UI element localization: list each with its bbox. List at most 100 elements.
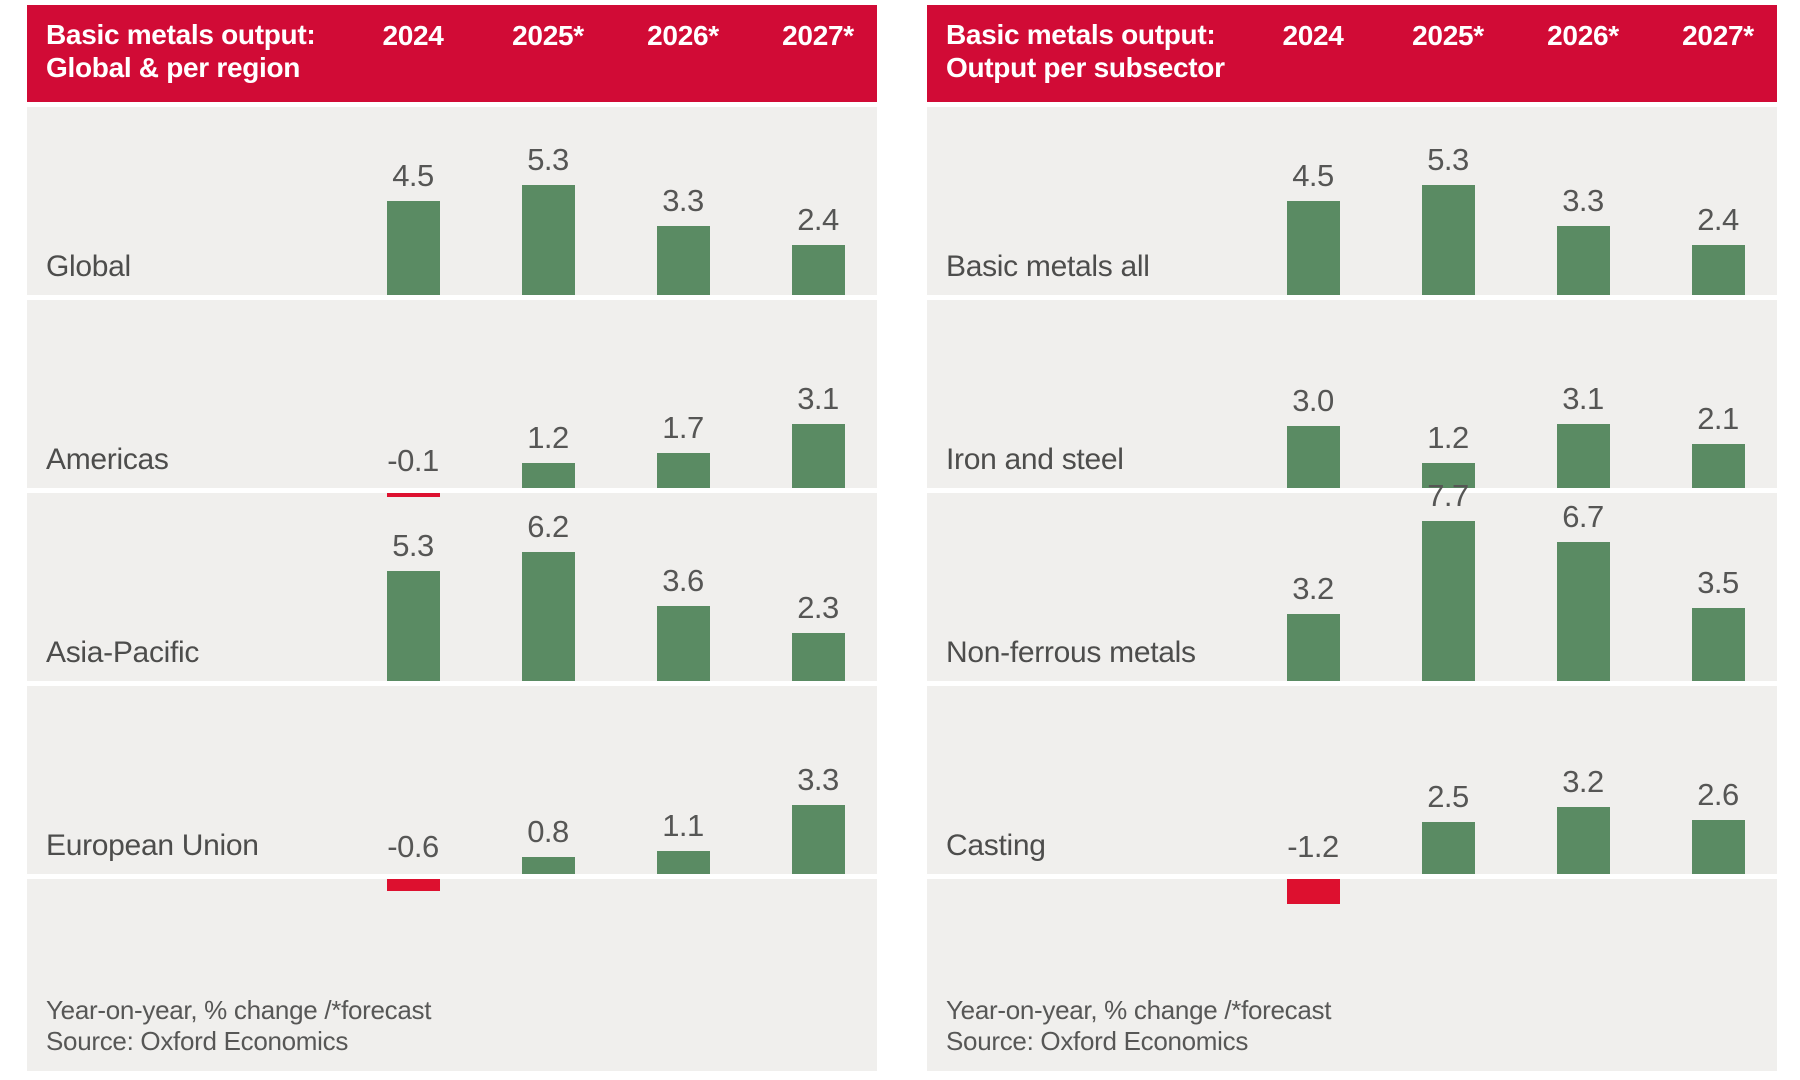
value-label: 2.4 (797, 202, 839, 237)
panel-footer: Year-on-year, % change /*forecast Source… (27, 879, 877, 1071)
row-band: Non-ferrous metals 3.2 7.7 6.7 3.5 (927, 478, 1777, 681)
value-label: 0.8 (527, 814, 569, 849)
positive-bar (521, 552, 575, 681)
value-label: 3.2 (1562, 764, 1604, 799)
row-band: Americas -0.1 1.2 1.7 3.1 (27, 300, 877, 497)
negative-bar (1286, 879, 1340, 904)
positive-bar (791, 424, 845, 488)
positive-bar (1691, 245, 1745, 295)
positive-bar (1421, 185, 1475, 295)
value-label: 1.2 (1427, 420, 1469, 455)
positive-bar (1421, 521, 1475, 681)
panel-title-line2: Output per subsector (946, 52, 1225, 83)
row-band: Basic metals all 4.5 5.3 3.3 2.4 (927, 107, 1777, 295)
panel-footer: Year-on-year, % change /*forecast Source… (927, 879, 1777, 1071)
row-band: European Union -0.6 0.8 1.1 3.3 (27, 686, 877, 891)
value-label: -0.1 (387, 443, 439, 478)
year-column-header-2024: 2024 (1282, 20, 1344, 51)
value-label: -1.2 (1287, 829, 1339, 864)
value-label: 2.4 (1697, 202, 1739, 237)
value-label: 2.1 (1697, 401, 1739, 436)
row-band: Casting -1.2 2.5 3.2 2.6 (927, 686, 1777, 904)
positive-bar (1556, 226, 1610, 295)
positive-bar (1691, 444, 1745, 488)
value-label: 4.5 (392, 158, 434, 193)
chart-panel-output-per-subsector: Basic metals all 4.5 5.3 3.3 2.4 Iron and ste… (927, 5, 1777, 1071)
value-label: 3.5 (1697, 565, 1739, 600)
panel-header: Basic metals output: Output per subsecto… (927, 5, 1777, 102)
footnote-source: Source: Oxford Economics (46, 1026, 349, 1056)
panel-body: Basic metals all 4.5 5.3 3.3 2.4 Iron and ste… (927, 5, 1777, 1071)
footnote-source: Source: Oxford Economics (946, 1026, 1249, 1056)
value-label: 4.5 (1292, 158, 1334, 193)
year-column-header-2025: 2025* (512, 20, 584, 51)
positive-bar (521, 857, 575, 874)
value-label: 2.6 (1697, 777, 1739, 812)
footnote-block: Year-on-year, % change /*forecast Source… (46, 995, 431, 1057)
value-label: 2.3 (797, 590, 839, 625)
year-column-header-2024: 2024 (382, 20, 444, 51)
positive-bar (656, 453, 710, 488)
positive-bar (656, 606, 710, 681)
negative-bar (386, 879, 440, 891)
positive-bar (1286, 201, 1340, 295)
chart-panel-global-per-region: Global 4.5 5.3 3.3 2.4 Americas -0.1 1.2 1.7 3.1 A… (27, 5, 877, 1071)
panel-title: Basic metals output: Output per subsecto… (946, 18, 1225, 84)
row-band: Asia-Pacific 5.3 6.2 3.6 2.3 (27, 493, 877, 681)
negative-bar (386, 493, 440, 497)
positive-bar (656, 851, 710, 874)
row-label: Non-ferrous metals (946, 636, 1196, 669)
row-label: Global (46, 250, 131, 283)
value-label: 3.3 (662, 183, 704, 218)
year-column-header-2027: 2027* (1682, 20, 1754, 51)
positive-bar (791, 245, 845, 295)
year-column-header-2025: 2025* (1412, 20, 1484, 51)
value-label: 3.1 (797, 381, 839, 416)
row-label: Iron and steel (946, 443, 1124, 476)
positive-bar (1556, 542, 1610, 681)
footnote-block: Year-on-year, % change /*forecast Source… (946, 995, 1331, 1057)
value-label: 6.2 (527, 509, 569, 544)
positive-bar (386, 201, 440, 295)
positive-bar (791, 633, 845, 681)
row-label: Americas (46, 443, 169, 476)
positive-bar (656, 226, 710, 295)
value-label: 1.2 (527, 420, 569, 455)
row-band: Global 4.5 5.3 3.3 2.4 (27, 107, 877, 295)
year-column-header-2026: 2026* (1547, 20, 1619, 51)
panel-title-line1: Basic metals output: (46, 19, 316, 50)
positive-bar (791, 805, 845, 874)
value-label: 5.3 (1427, 142, 1469, 177)
value-label: 3.1 (1562, 381, 1604, 416)
positive-bar (1286, 426, 1340, 488)
row-label: Asia-Pacific (46, 636, 200, 669)
year-column-header-2027: 2027* (782, 20, 854, 51)
value-label: 6.7 (1562, 499, 1604, 534)
positive-bar (1421, 822, 1475, 874)
panel-header: Basic metals output: Global & per region… (27, 5, 877, 102)
value-label: 3.3 (1562, 183, 1604, 218)
positive-bar (521, 463, 575, 488)
row-label: European Union (46, 829, 259, 862)
row-band: Iron and steel 3.0 1.2 3.1 2.1 (927, 300, 1777, 488)
value-label: 3.3 (797, 762, 839, 797)
positive-bar (1691, 820, 1745, 874)
row-label: Basic metals all (946, 250, 1150, 283)
value-label: 1.7 (662, 410, 704, 445)
positive-bar (1691, 608, 1745, 681)
positive-bar (1286, 614, 1340, 681)
positive-bar (386, 571, 440, 681)
positive-bar (1556, 424, 1610, 488)
footnote-units: Year-on-year, % change /*forecast (46, 995, 432, 1025)
value-label: 3.0 (1292, 383, 1334, 418)
value-label: 3.6 (662, 563, 704, 598)
row-label: Casting (946, 829, 1046, 862)
panel-body: Global 4.5 5.3 3.3 2.4 Americas -0.1 1.2 1.7 3.1 A… (27, 5, 877, 1071)
positive-bar (1556, 807, 1610, 874)
year-column-header-2026: 2026* (647, 20, 719, 51)
value-label: 7.7 (1427, 478, 1469, 513)
value-label: 2.5 (1427, 779, 1469, 814)
panel-title-line2: Global & per region (46, 52, 301, 83)
footnote-units: Year-on-year, % change /*forecast (946, 995, 1332, 1025)
